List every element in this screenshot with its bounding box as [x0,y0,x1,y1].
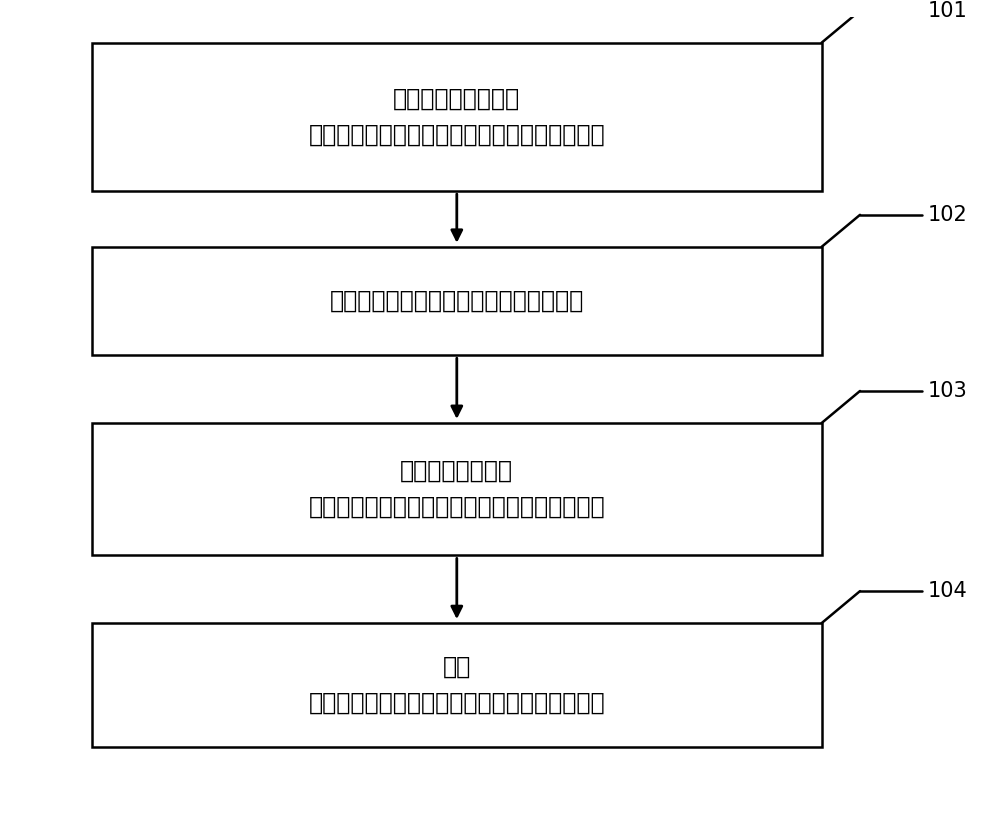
Text: 102: 102 [927,205,967,225]
Bar [92,423,822,555]
Text: 根据运营车组对应的每个车厢的空调系统参数，: 根据运营车组对应的每个车厢的空调系统参数， [308,495,605,519]
Text: 根据列车速度，确定动车组中的运营车组: 根据列车速度，确定动车组中的运营车组 [330,289,584,313]
Text: 系统参数和列车速度: 系统参数和列车速度 [393,87,520,111]
Bar [92,247,822,355]
Text: 泄露: 泄露 [443,656,471,679]
Bar [92,43,822,191]
Text: 103: 103 [927,381,967,401]
Text: 101: 101 [927,1,967,21]
Text: 根据不同的差值，判定当前车厢是否发生制冷剂: 根据不同的差值，判定当前车厢是否发生制冷剂 [308,691,605,716]
Text: 获取所有动车组中预设时间段内每个车厢的空调: 获取所有动车组中预设时间段内每个车厢的空调 [308,123,605,147]
Text: 104: 104 [927,581,967,601]
Bar [92,623,822,747]
Text: 确定不同的判定值: 确定不同的判定值 [400,459,513,483]
